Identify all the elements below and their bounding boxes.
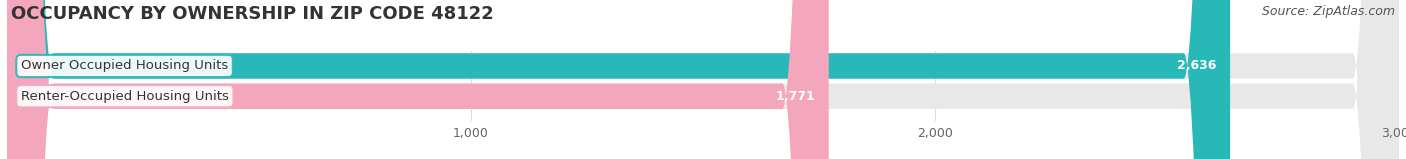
Text: Source: ZipAtlas.com: Source: ZipAtlas.com <box>1261 5 1395 18</box>
FancyBboxPatch shape <box>7 0 1230 159</box>
Text: Renter-Occupied Housing Units: Renter-Occupied Housing Units <box>21 90 229 103</box>
Text: Owner Occupied Housing Units: Owner Occupied Housing Units <box>21 59 228 73</box>
FancyBboxPatch shape <box>7 0 1399 159</box>
FancyBboxPatch shape <box>7 0 1399 159</box>
Text: 2,636: 2,636 <box>1177 59 1216 73</box>
Text: 1,771: 1,771 <box>775 90 815 103</box>
FancyBboxPatch shape <box>7 0 828 159</box>
Text: OCCUPANCY BY OWNERSHIP IN ZIP CODE 48122: OCCUPANCY BY OWNERSHIP IN ZIP CODE 48122 <box>11 5 494 23</box>
